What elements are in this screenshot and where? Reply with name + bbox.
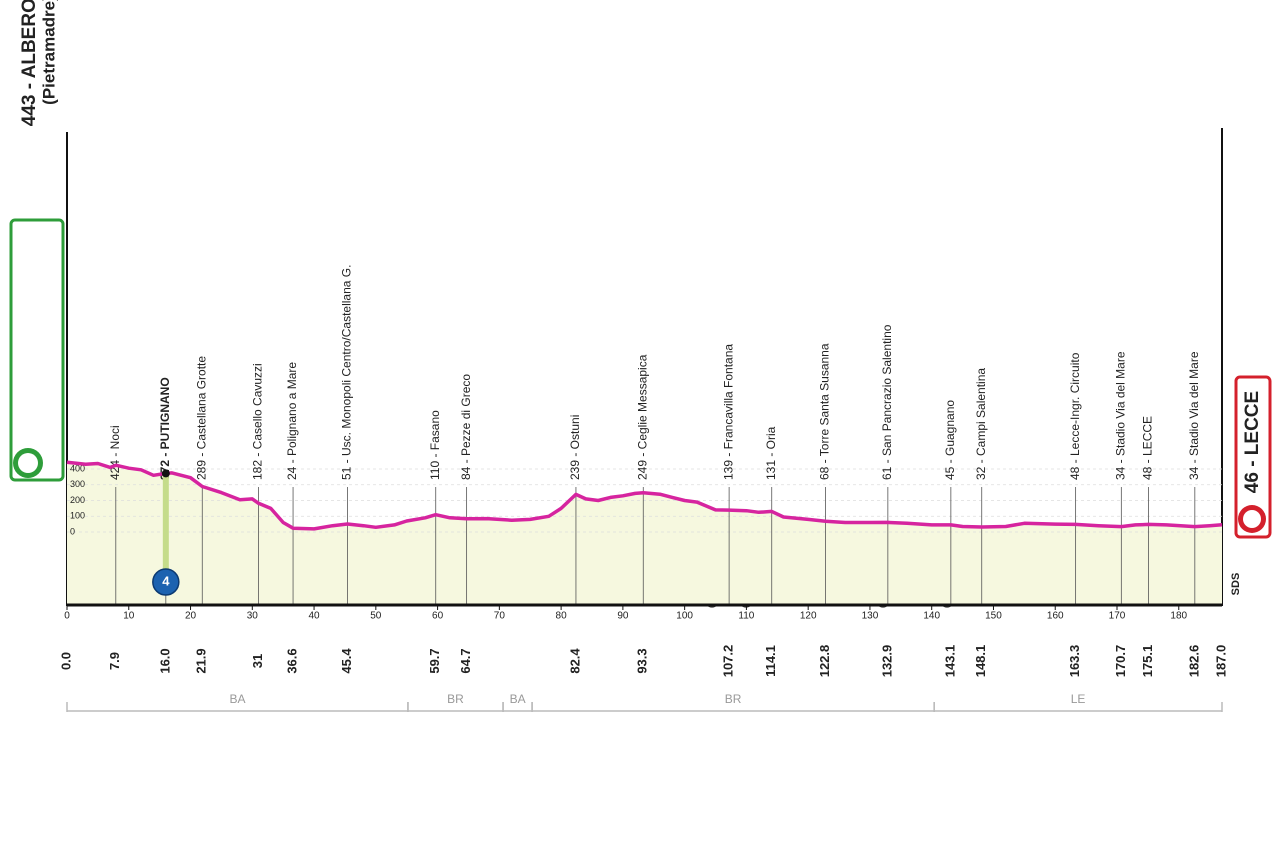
logo: SDS [1230,573,1242,596]
start-title: 443 - ALBEROBELLO [19,0,40,126]
km-label: 143.1 [942,645,957,678]
landmark-label: 239 - Ostuni [568,415,582,480]
km-label: 175.1 [1140,645,1155,678]
x-tick-label: 130 [862,611,879,622]
y-tick-label: 0 [70,526,75,536]
km-label: 64.7 [458,648,473,673]
x-tick-label: 90 [617,611,629,622]
start-icon-inner [18,453,38,473]
y-tick-label: 400 [70,463,85,473]
km-label: 163.3 [1067,645,1082,678]
x-tick-label: 70 [494,611,506,622]
x-tick-label: 170 [1109,611,1126,622]
km-label: 82.4 [567,648,582,674]
km-label: 7.9 [107,652,122,670]
landmark-label: 110 - Fasano [428,410,442,480]
landmark-label: 182 - Casello Cavuzzi [251,363,265,480]
landmark-label: 48 - Lecce-Ingr. Circuito [1068,352,1082,480]
landmark-label: 61 - San Pancrazio Salentino [880,324,894,480]
landmark-label: 139 - Francavilla Fontana [721,344,735,480]
km-label: 0.0 [58,652,73,670]
landmark-label: 48 - LECCE [1141,416,1155,480]
finish-box [1234,375,1272,539]
x-tick-label: 10 [123,611,135,622]
km-label: 21.9 [194,648,209,673]
km-label: 122.8 [817,645,832,678]
x-tick-label: 50 [370,611,382,622]
profile-line [66,460,1223,531]
landmark-label: 84 - Pezze di Greco [459,374,473,480]
x-tick-label: 180 [1170,611,1187,622]
landmark-label: 34 - Stadio Via del Mare [1113,351,1127,480]
landmark-label: 51 - Usc. Monopoli Centro/Castellana G. [340,265,354,480]
km-label: 132.9 [879,645,894,678]
region-label: BR [447,692,464,706]
km-label: 45.4 [339,648,354,674]
x-tick-label: 160 [1047,611,1064,622]
region-label: LE [1071,692,1086,706]
region-label: BR [725,692,742,706]
landmark-label: 372 - PUTIGNANO [158,377,172,480]
km-label: 170.7 [1113,645,1128,678]
km-label: 107.2 [721,645,736,678]
x-tick-label: 100 [676,611,693,622]
landmark-label: 424 - Noci [108,425,122,480]
start-box [9,218,65,482]
kom-point [161,469,170,478]
kom-icon [152,568,180,596]
km-label: 187.0 [1213,645,1228,678]
landmark-label: 68 - Torre Santa Susanna [818,343,832,480]
landmark-label: 24 - Polignano a Mare [285,362,299,480]
x-tick-label: 80 [556,611,568,622]
landmark-label: 131 - Oria [764,426,778,480]
km-label: 114.1 [763,645,778,677]
finish-icon-inner [1243,510,1261,528]
x-tick-label: 150 [985,611,1002,622]
kom-category: 4 [162,573,170,588]
landmark-label: 249 - Ceglie Messapica [635,354,649,480]
region-label: BA [510,692,526,706]
landmark-label: 45 - Guagnano [943,400,957,480]
km-label: 59.7 [427,648,442,673]
profile-area [67,462,1222,605]
y-tick-label: 300 [70,479,85,489]
landmark-label: 32 - Campi Salentina [974,368,988,480]
x-tick-label: 140 [923,611,940,622]
y-tick-label: 100 [70,511,85,521]
y-tick-label: 200 [70,495,85,505]
km-label: 31 [250,654,265,668]
x-tick-label: 30 [247,611,259,622]
x-tick-label: 40 [308,611,320,622]
x-tick-label: 20 [185,611,197,622]
landmark-label: 289 - Castellana Grotte [194,356,208,480]
x-tick-label: 60 [432,611,444,622]
x-tick-label: 120 [800,611,817,622]
km-label: 16.0 [157,648,172,673]
start-subtitle: (Pietramadre) [39,0,58,105]
km-label: 36.6 [284,648,299,673]
landmark-label: 34 - Stadio Via del Mare [1187,351,1201,480]
x-tick-label: 0 [64,611,70,622]
km-label: 148.1 [973,645,988,678]
km-label: 93.3 [635,648,650,673]
x-tick-label: 110 [738,611,754,622]
km-label: 182.6 [1186,645,1201,678]
region-label: BA [229,692,245,706]
finish-title: 46 - LECCE [1242,391,1263,493]
